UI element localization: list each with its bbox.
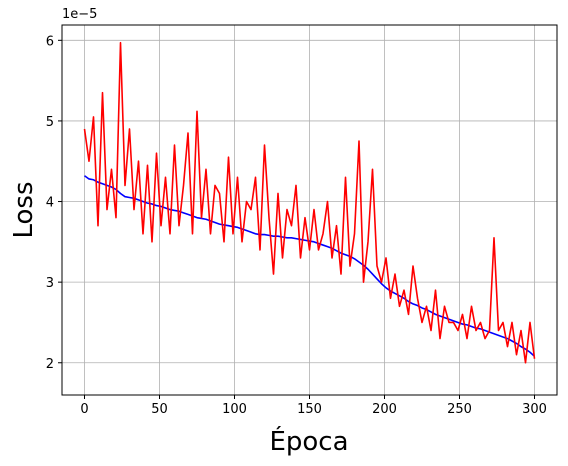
plot-frame xyxy=(61,24,558,396)
x-tick-label: 200 xyxy=(372,402,397,417)
y-tick-label: 6 xyxy=(46,34,54,49)
y-tick-label: 4 xyxy=(46,196,54,211)
x-axis-label: Época xyxy=(269,425,348,457)
x-tick-label: 0 xyxy=(80,402,88,417)
y-offset-label: 1e−5 xyxy=(62,7,97,22)
y-axis-label: Loss xyxy=(9,181,39,238)
x-tick-label: 150 xyxy=(297,402,322,417)
x-tick-label: 300 xyxy=(522,402,547,417)
x-tick-label: 100 xyxy=(222,402,247,417)
y-tick-label: 2 xyxy=(46,357,54,372)
y-tick-label: 3 xyxy=(46,276,54,291)
x-tick-label: 250 xyxy=(447,402,472,417)
line-series xyxy=(83,41,536,364)
y-tick-label: 5 xyxy=(46,115,54,130)
x-tick-label: 50 xyxy=(151,402,168,417)
